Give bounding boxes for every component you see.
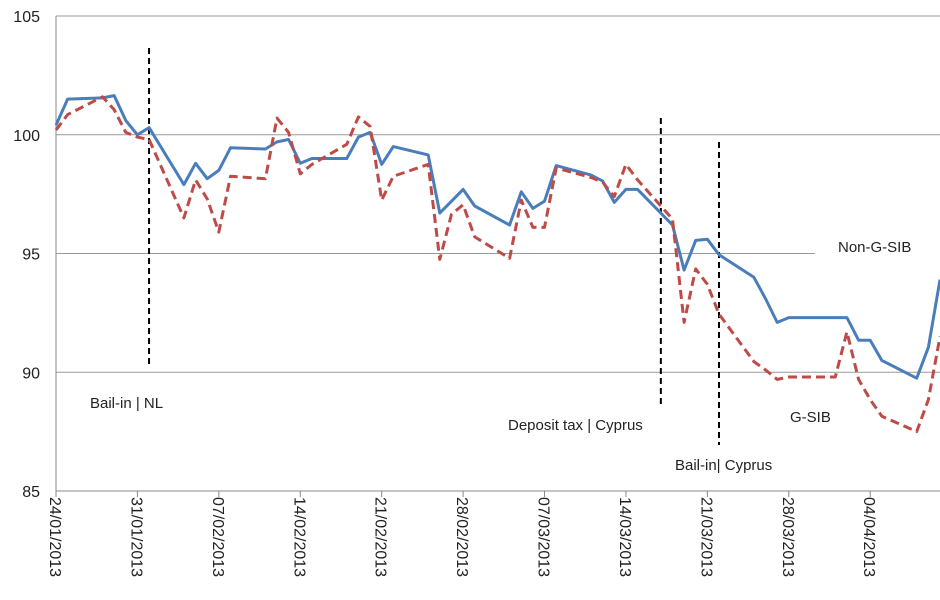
x-tick-label: 21/03/2013: [697, 497, 714, 577]
x-tick-label: 14/03/2013: [616, 497, 633, 577]
x-tick-label: 07/03/2013: [535, 497, 552, 577]
y-tick-label: 100: [13, 128, 40, 145]
x-tick-label: 28/03/2013: [779, 497, 796, 577]
x-tick-label: 07/02/2013: [209, 497, 226, 577]
event-label: Deposit tax | Cyprus: [508, 417, 643, 434]
x-tick-label: 31/01/2013: [127, 497, 144, 577]
event-label: Bail-in | NL: [90, 395, 163, 412]
series-line: [54, 95, 940, 434]
label-background: [815, 238, 940, 266]
event-label: Bail-in| Cyprus: [675, 457, 772, 474]
series-line: [54, 94, 940, 380]
series-label: G-SIB: [790, 409, 831, 426]
x-tick-label: 21/02/2013: [372, 497, 389, 577]
y-tick-label: 105: [13, 9, 40, 26]
series-label: Non-G-SIB: [838, 239, 911, 256]
y-tick-label: 85: [22, 484, 40, 501]
x-tick-label: 04/04/2013: [860, 497, 877, 577]
x-tick-label: 14/02/2013: [290, 497, 307, 577]
y-tick-label: 95: [22, 247, 40, 264]
x-tick-label: 28/02/2013: [453, 497, 470, 577]
x-tick-label: 24/01/2013: [46, 497, 63, 577]
y-tick-label: 90: [22, 365, 40, 382]
